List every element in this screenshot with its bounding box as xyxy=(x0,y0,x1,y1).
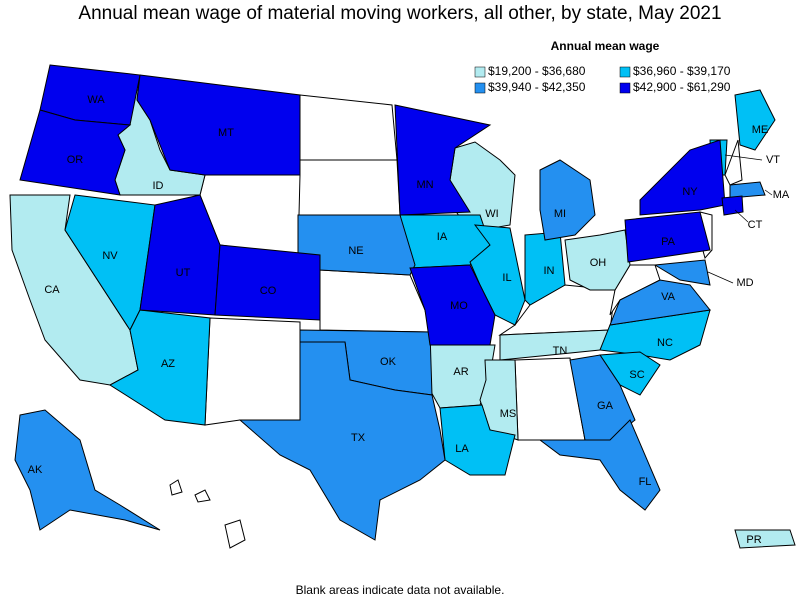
state xyxy=(609,279,711,326)
state-label: LA xyxy=(455,443,469,455)
state-label: OK xyxy=(380,356,397,368)
legend-swatch xyxy=(474,66,486,78)
state-label: WA xyxy=(87,94,105,106)
state-blank xyxy=(724,139,743,186)
leader-line xyxy=(707,271,734,284)
leader-line xyxy=(724,154,763,161)
state-label: MI xyxy=(554,208,566,220)
state xyxy=(109,309,211,426)
state xyxy=(653,259,711,286)
leader-line xyxy=(734,209,749,223)
state-blank xyxy=(319,269,431,333)
state-label: NE xyxy=(348,245,363,257)
legend-label: $42,900 - $61,290 xyxy=(633,80,731,94)
state-label: SC xyxy=(629,369,644,381)
state-label: OH xyxy=(590,257,607,269)
state-label: IA xyxy=(437,231,448,243)
state-label: PR xyxy=(746,534,761,546)
title: Annual mean wage of material moving work… xyxy=(78,3,721,24)
state xyxy=(639,139,726,216)
state xyxy=(19,109,132,196)
state-label: VA xyxy=(661,291,676,303)
state xyxy=(214,244,321,321)
state-blank xyxy=(297,159,401,216)
state xyxy=(14,409,161,531)
footnote: Blank areas indicate data not available. xyxy=(296,583,505,597)
state xyxy=(136,74,301,176)
states: ID CA WI OH AR MS TN PR NV AZ IA IL IN NC SC LA ME VT NE OK… xyxy=(9,64,796,549)
state-blank xyxy=(299,94,398,161)
state-label: MA xyxy=(773,189,790,201)
state-label: CA xyxy=(44,284,60,296)
legend-swatch xyxy=(474,82,486,94)
state xyxy=(238,341,446,541)
state xyxy=(734,89,776,151)
state-blank xyxy=(204,317,301,426)
state-label: PA xyxy=(661,236,676,248)
state-label: MT xyxy=(218,127,234,139)
state xyxy=(539,159,596,241)
state-label: ME xyxy=(752,124,769,136)
state xyxy=(721,195,744,216)
state-label: IN xyxy=(544,265,555,277)
state-label: TN xyxy=(553,345,568,357)
state-label: UT xyxy=(176,267,191,279)
legend-label: $39,940 - $42,350 xyxy=(488,80,586,94)
state xyxy=(409,264,496,346)
state-blank xyxy=(194,489,211,503)
state xyxy=(564,229,631,291)
legend-swatch xyxy=(619,82,631,94)
state-label: IL xyxy=(502,272,511,284)
state xyxy=(734,529,796,549)
state-label: CT xyxy=(748,219,763,231)
state-label: CO xyxy=(260,285,277,297)
state-blank xyxy=(224,519,246,549)
legend-label: $36,960 - $39,170 xyxy=(633,64,731,78)
state xyxy=(729,181,766,199)
state xyxy=(538,419,661,511)
state-label: TX xyxy=(351,432,366,444)
state-label: ID xyxy=(153,180,164,192)
state-label: NC xyxy=(657,337,673,349)
state xyxy=(624,211,711,263)
state-blank xyxy=(169,479,183,496)
state-label: MS xyxy=(500,408,517,420)
state-label: GA xyxy=(597,400,614,412)
state-label: NV xyxy=(102,250,118,262)
state xyxy=(439,404,516,476)
state-label: VT xyxy=(766,154,780,166)
state xyxy=(394,104,492,216)
legend-label: $19,200 - $36,680 xyxy=(488,64,586,78)
legend-swatch xyxy=(619,66,631,78)
state-label: OR xyxy=(67,154,84,166)
state-label: MO xyxy=(450,300,468,312)
legend: $19,200 - $36,680 $36,960 - $39,170 $39,94… xyxy=(474,64,731,94)
state-label: NY xyxy=(682,186,698,198)
state-label: MN xyxy=(416,179,433,191)
legend-title: Annual mean wage xyxy=(551,39,660,53)
state-label: FL xyxy=(639,476,652,488)
state-label: WI xyxy=(485,208,498,220)
state-label: AK xyxy=(28,464,43,476)
state-label: AZ xyxy=(161,358,175,370)
state-label: MD xyxy=(736,277,753,289)
leader-line xyxy=(764,189,773,196)
state-label: AR xyxy=(453,366,468,378)
